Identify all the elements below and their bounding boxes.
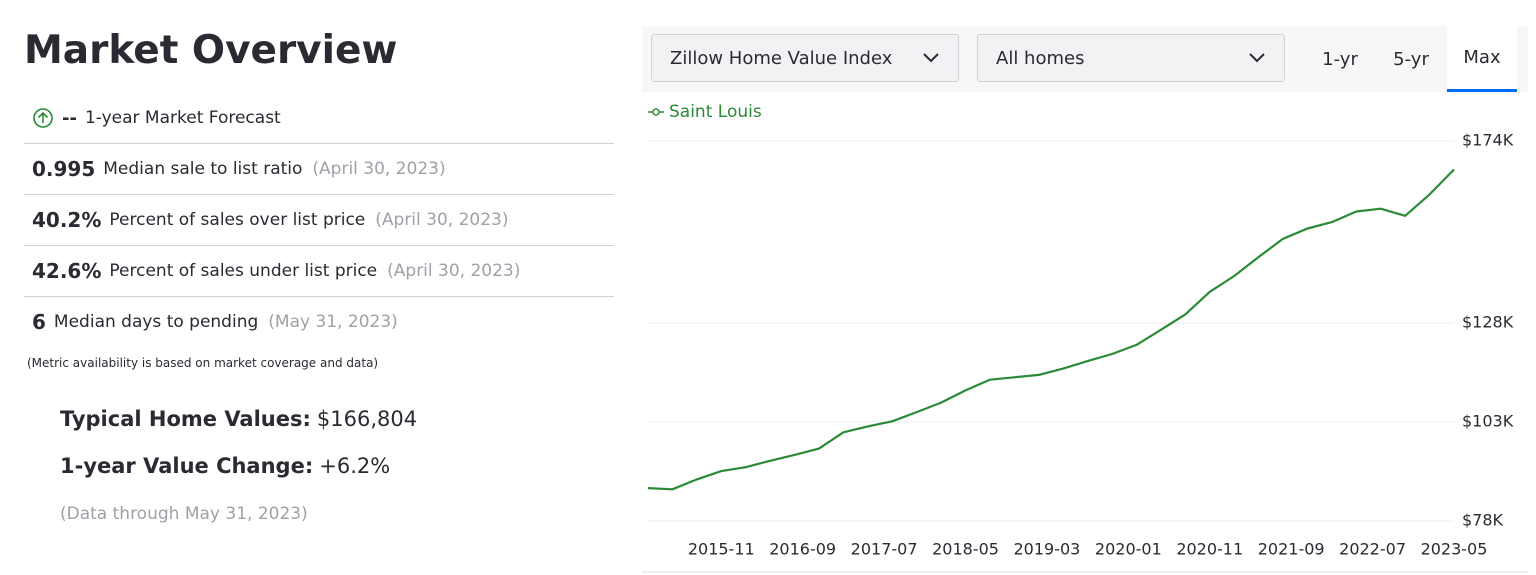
x-tick-label: 2019-03 bbox=[1013, 540, 1080, 559]
metric-row: 6 Median days to pending (May 31, 2023) bbox=[24, 296, 614, 347]
data-through: (Data through May 31, 2023) bbox=[60, 504, 308, 524]
title: Market Overview bbox=[24, 28, 398, 73]
metric-row: 40.2% Percent of sales over list price (Ap… bbox=[24, 194, 614, 245]
y-tick-label: $78K bbox=[1462, 511, 1504, 530]
metric-value: 6 bbox=[32, 310, 46, 334]
summary-label: 1-year Value Change: bbox=[60, 454, 314, 478]
x-tick-label: 2020-11 bbox=[1176, 540, 1243, 559]
metric-row: 0.995 Median sale to list ratio (April 30,… bbox=[24, 143, 614, 194]
controls: Zillow Home Value Index All homes 1-yr 5-yr… bbox=[642, 26, 1528, 92]
x-tick-label: 2021-09 bbox=[1258, 540, 1325, 559]
metric-date: (April 30, 2023) bbox=[375, 210, 509, 230]
x-tick-label: 2023-05 bbox=[1421, 540, 1488, 559]
metric-value: 40.2% bbox=[32, 208, 102, 232]
x-tick-label: 2016-09 bbox=[769, 540, 836, 559]
metric-value: 42.6% bbox=[32, 259, 102, 283]
x-tick-label: 2022-07 bbox=[1339, 540, 1406, 559]
dropdown[interactable]: All homes bbox=[977, 34, 1285, 82]
series-line bbox=[647, 168, 1455, 491]
chevron bbox=[1249, 53, 1265, 63]
x-tick-label: 2020-01 bbox=[1095, 540, 1162, 559]
range-tab[interactable]: 1-yr bbox=[1322, 48, 1358, 70]
forecast-label: 1-year Market Forecast bbox=[84, 108, 281, 128]
x-tick-label: 2018-05 bbox=[932, 540, 999, 559]
note: (Metric availability is based on market … bbox=[27, 356, 379, 370]
metric-label: Median days to pending bbox=[53, 312, 259, 332]
up-icon bbox=[33, 108, 53, 128]
metric-date: (May 31, 2023) bbox=[268, 312, 398, 332]
metric-value: 0.995 bbox=[32, 157, 96, 181]
x-tick-label: 2015-11 bbox=[688, 540, 755, 559]
metric-date: (April 30, 2023) bbox=[312, 159, 446, 179]
metric-date: (April 30, 2023) bbox=[387, 261, 521, 281]
summary-value: $166,804 bbox=[316, 407, 418, 431]
summary-value: +6.2% bbox=[319, 454, 391, 478]
x-tick-label: 2017-07 bbox=[851, 540, 918, 559]
summary-label: Typical Home Values: bbox=[60, 407, 311, 431]
metric-label: Median sale to list ratio bbox=[103, 159, 303, 179]
y-tick-label: $174K bbox=[1462, 131, 1514, 150]
forecast-row: -- 1-year Market Forecast bbox=[24, 93, 614, 143]
dropdown[interactable]: Zillow Home Value Index bbox=[651, 34, 959, 82]
legend-label: Saint Louis bbox=[669, 102, 762, 122]
y-tick-label: $103K bbox=[1462, 412, 1514, 431]
metric-row: 42.6% Percent of sales under list price (A… bbox=[24, 245, 614, 296]
metric-label: Percent of sales over list price bbox=[109, 210, 366, 230]
summary-row: 1-year Value Change: +6.2% bbox=[60, 454, 390, 478]
range-tab[interactable]: 5-yr bbox=[1393, 48, 1429, 70]
summary-row: Typical Home Values: $166,804 bbox=[60, 407, 417, 431]
legend-dot bbox=[652, 108, 660, 116]
metric-label: Percent of sales under list price bbox=[109, 261, 378, 281]
chevron bbox=[923, 53, 939, 63]
range-tab[interactable]: Max bbox=[1447, 26, 1517, 92]
y-tick-label: $128K bbox=[1462, 313, 1514, 332]
forecast-value: -- bbox=[62, 107, 77, 129]
